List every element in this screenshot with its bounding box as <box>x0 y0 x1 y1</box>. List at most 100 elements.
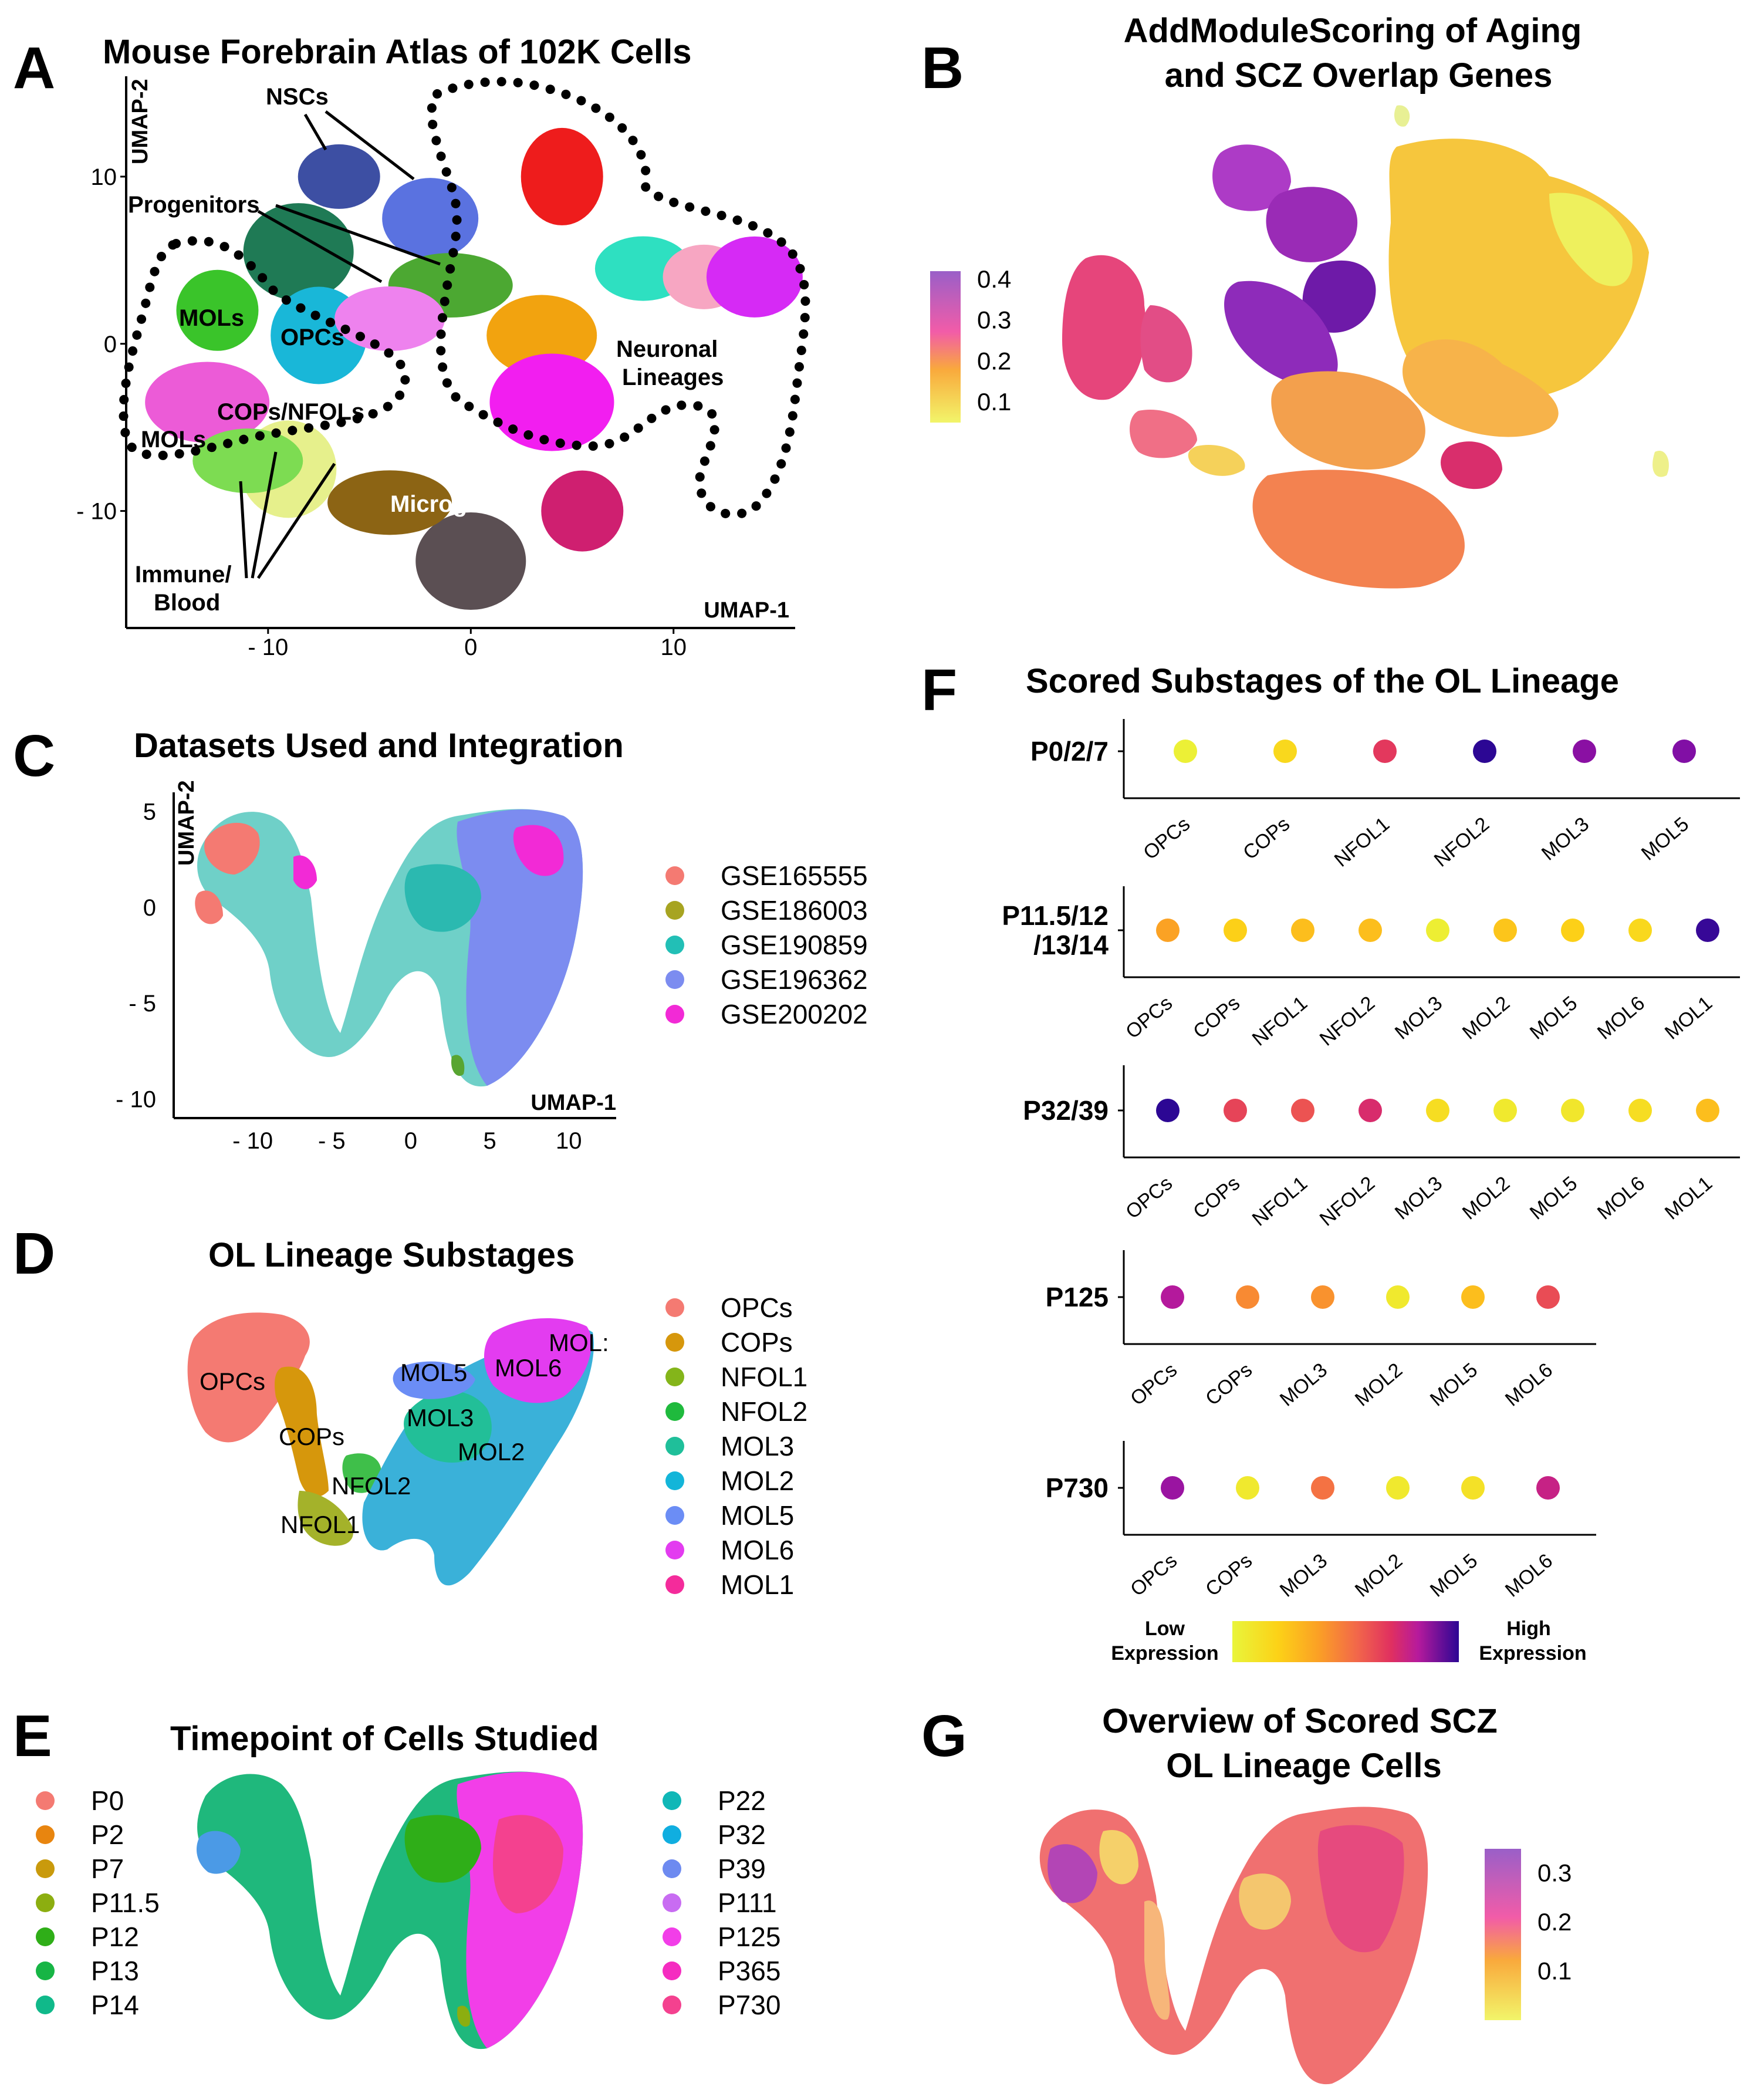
panel-f-stage-label: P730 <box>1046 1473 1109 1503</box>
label-blood: Blood <box>154 590 220 616</box>
panel-letter-g: G <box>921 1703 967 1769</box>
panel-f-dot <box>1628 919 1652 942</box>
legend-swatch <box>665 1005 684 1024</box>
panel-c-umap <box>195 809 583 1087</box>
panel-b-title-line-1: AddModuleScoring of Aging <box>1124 12 1582 50</box>
legend-swatch <box>665 901 684 920</box>
legend-label: GSE186003 <box>721 895 868 926</box>
panel-f-category-label: OPCs <box>1126 1359 1181 1410</box>
legend-swatch <box>663 1961 681 1980</box>
panel-f-category-label: MOL2 <box>1351 1549 1407 1602</box>
panel-c-ylabel: UMAP-2 <box>174 780 199 866</box>
panel-c: Datasets Used and Integration - 10 - 5 0 5 1… <box>116 727 868 1154</box>
panel-f-category-label: MOL5 <box>1526 992 1581 1044</box>
panel-b-umap <box>1062 105 1669 589</box>
panel-e-region <box>404 1815 481 1883</box>
legend-label: MOL1 <box>721 1569 794 1600</box>
colorbar-tick-label: 0.3 <box>1537 1859 1572 1887</box>
legend-label: P13 <box>91 1956 139 1986</box>
panel-d-nfol1 <box>298 1491 353 1546</box>
legend-label: MOL3 <box>721 1431 794 1461</box>
legend-swatch <box>665 1506 684 1525</box>
panel-f-dot <box>1359 919 1382 942</box>
panel-b-region <box>1403 339 1559 437</box>
panel-c-axes: - 10 - 5 0 5 10 5 0 - 5 - 10 UMAP-1 UMAP-2 <box>116 780 616 1154</box>
panel-c-region <box>195 890 223 924</box>
panel-e-region <box>197 1831 241 1874</box>
panel-a-y-tick: 10 <box>91 164 117 190</box>
panel-f-dot <box>1311 1285 1334 1309</box>
panel-letter-b: B <box>921 35 964 101</box>
panel-d-label-mol2: MOL2 <box>458 1438 525 1466</box>
legend-swatch <box>663 1927 681 1946</box>
panel-f-category-label: NFOL2 <box>1430 813 1493 872</box>
legend-swatch <box>36 1996 55 2014</box>
panel-f-category-label: MOL6 <box>1501 1549 1557 1602</box>
panel-f-category-label: NFOL1 <box>1330 813 1394 872</box>
nscs-pointer-1 <box>303 113 327 151</box>
panel-a-axes: - 10 0 10 10 0 - 10 UMAP-1 UMAP-2 <box>76 76 795 660</box>
panel-f-dot <box>1561 919 1584 942</box>
panel-g-region <box>1317 1825 1404 1953</box>
legend-label: MOL2 <box>721 1466 794 1496</box>
legend-swatch <box>36 1927 55 1946</box>
legend-label: OPCs <box>721 1292 793 1323</box>
panel-a-title: Mouse Forebrain Atlas of 102K Cells <box>103 33 691 71</box>
progenitors-pointer-2 <box>275 204 441 266</box>
panel-f-category-label: NFOL2 <box>1316 1172 1379 1231</box>
panel-c-region <box>293 855 317 889</box>
panel-f-dot <box>1573 740 1596 763</box>
panel-letter-a: A <box>13 35 55 101</box>
panel-f-dot <box>1359 1099 1382 1122</box>
panel-f-dot <box>1536 1476 1560 1500</box>
panel-d-umap <box>187 1312 594 1586</box>
cluster-immune-blood <box>192 428 303 494</box>
panel-c-x-tick: - 10 <box>232 1128 273 1154</box>
cluster-mols <box>145 362 270 443</box>
legend-label: P365 <box>718 1956 780 1986</box>
panel-d-opcs <box>187 1312 310 1443</box>
cluster-microglia <box>327 470 452 535</box>
cluster-mols <box>176 269 259 351</box>
panel-b-region <box>1549 193 1633 286</box>
panel-f-dot <box>1291 919 1314 942</box>
panel-d-label-mol1: MOL: <box>549 1329 609 1356</box>
panel-b-colorbar-ticks: 0.4 0.3 0.2 0.1 <box>977 265 1011 416</box>
legend-label: COPs <box>721 1327 793 1358</box>
legend-label: P0 <box>91 1785 124 1816</box>
panel-b-region <box>1062 255 1146 400</box>
panel-f-category-label: COPs <box>1189 992 1244 1043</box>
panel-d-nfol2 <box>342 1453 381 1493</box>
immune-pointer-2 <box>251 451 278 579</box>
panel-f-low-label-2: Expression <box>1111 1642 1218 1665</box>
panel-f-category-label: MOL6 <box>1593 992 1649 1044</box>
panel-f-stage-label: P0/2/7 <box>1030 736 1109 767</box>
panel-f-dot <box>1473 740 1496 763</box>
panel-f-dot <box>1236 1476 1259 1500</box>
panel-f-dot <box>1386 1285 1410 1309</box>
cluster-neuronal <box>489 353 614 451</box>
panel-c-x-tick: 0 <box>404 1128 417 1154</box>
panel-f-category-label: MOL5 <box>1426 1359 1482 1411</box>
panel-f-category-label: COPs <box>1239 813 1294 864</box>
legend-swatch <box>36 1825 55 1844</box>
label-mols-upper: MOLs <box>179 305 244 331</box>
legend-swatch <box>663 1996 681 2014</box>
panel-b: AddModuleScoring of Aging and SCZ Overla… <box>930 12 1669 589</box>
panel-f-dot <box>1161 1476 1184 1500</box>
panel-f-category-label: OPCs <box>1139 813 1194 864</box>
panel-c-y-tick: 5 <box>143 799 156 825</box>
panel-f-high-label-2: Expression <box>1479 1642 1586 1665</box>
panel-f-category-label: MOL6 <box>1501 1359 1557 1411</box>
nscs-pointer-2 <box>325 110 415 180</box>
panel-f-category-label: OPCs <box>1126 1549 1181 1601</box>
legend-label: P111 <box>718 1888 777 1918</box>
panel-f-category-label: MOL5 <box>1526 1172 1581 1224</box>
panel-f-stage-label: /13/14 <box>1033 930 1109 960</box>
legend-swatch <box>665 1298 684 1317</box>
panel-f-colorbar <box>1232 1621 1459 1662</box>
panel-d-label-cops: COPs <box>279 1423 344 1450</box>
legend-swatch <box>665 1575 684 1594</box>
panel-g-region <box>1047 1844 1097 1903</box>
panel-d-mol6 <box>484 1318 592 1403</box>
